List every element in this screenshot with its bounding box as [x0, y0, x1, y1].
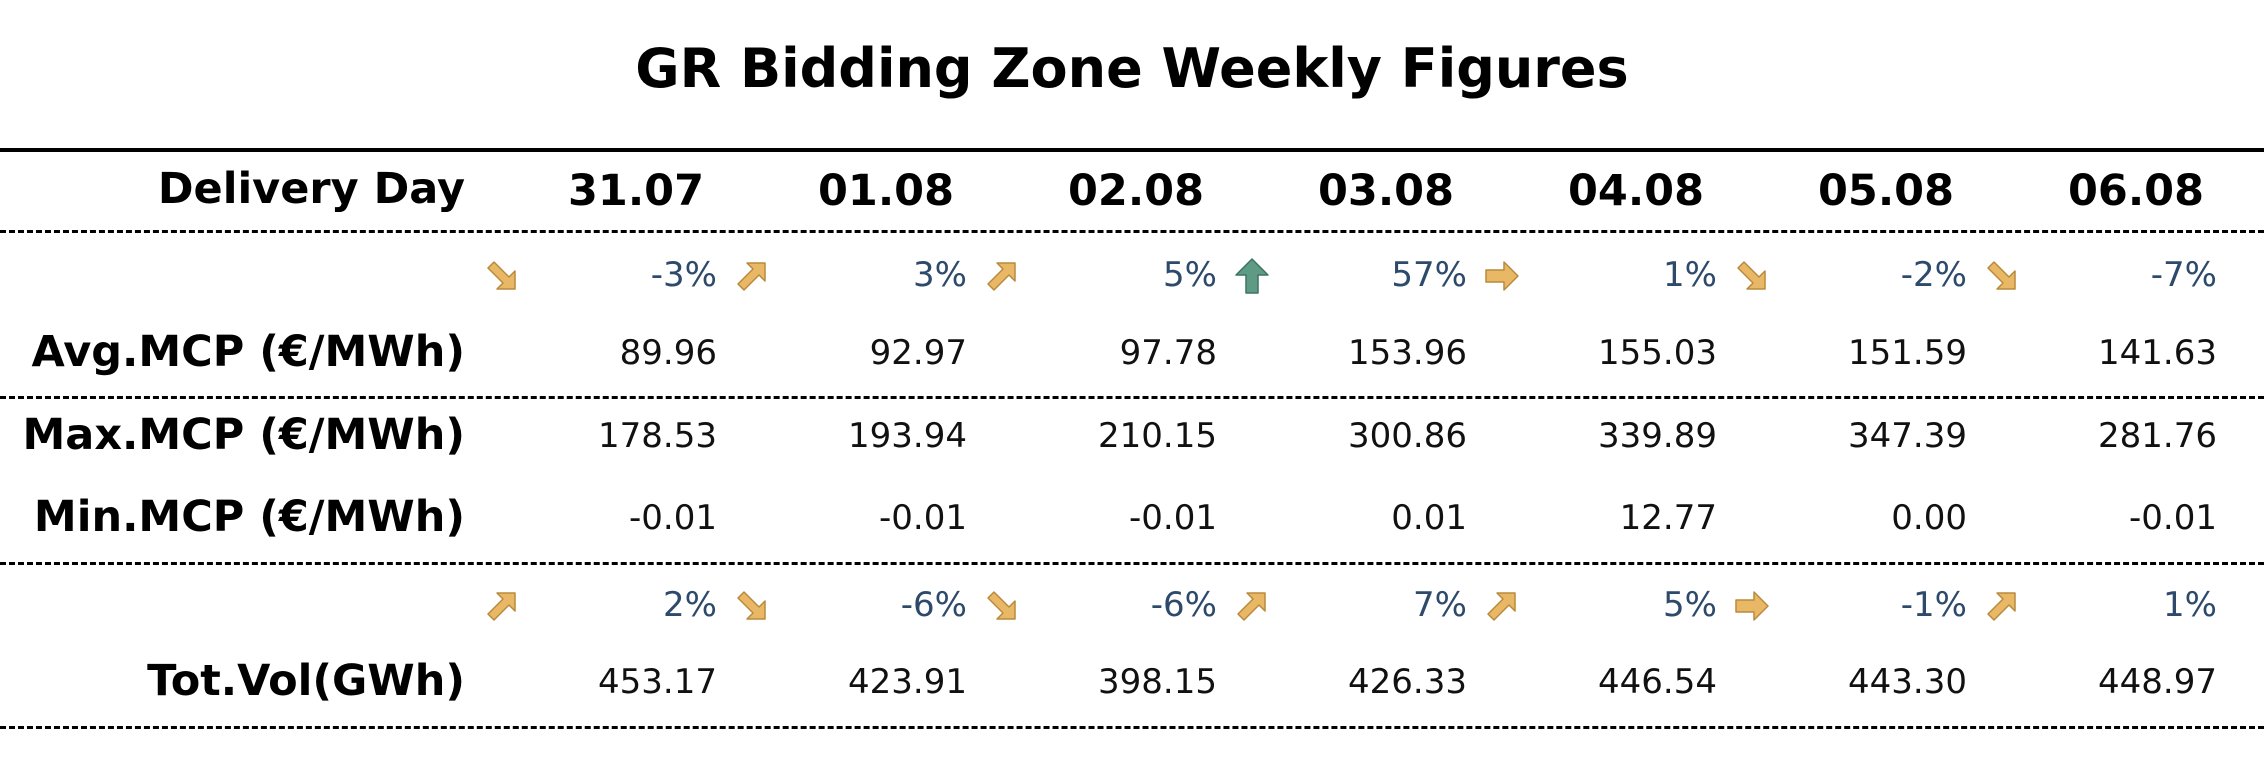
avg-mcp-value: 92.97: [869, 333, 967, 373]
avg-mcp-label: Avg.MCP (€/MWh): [31, 327, 466, 377]
day-header: 01.08: [817, 166, 954, 216]
day-header: 04.08: [1567, 166, 1704, 216]
arrow-down-right-icon: [487, 261, 516, 290]
day-header: 06.08: [2067, 166, 2204, 216]
arrow-down-right-icon: [1737, 261, 1766, 290]
day-header: 02.08: [1067, 166, 1204, 216]
avg-change-row: -3% 3% 5% 57% 1% -2% -7%: [0, 250, 2264, 300]
max-mcp-label: Max.MCP (€/MWh): [22, 410, 465, 460]
max-mcp-value: 178.53: [598, 416, 717, 456]
avg-mcp-value: 97.78: [1119, 333, 1217, 373]
min-mcp-value: -0.01: [1129, 498, 1217, 538]
change-indicator: 2%: [482, 580, 717, 630]
arrow-right-icon: [1735, 591, 1769, 621]
avg-mcp-value: 89.96: [619, 333, 717, 373]
change-percent: 5%: [1163, 255, 1217, 295]
arrow-up-right-icon: [1237, 592, 1266, 621]
tot-vol-value: 398.15: [1098, 662, 1217, 702]
arrow-down-right-icon: [737, 591, 766, 620]
tot-vol-value: 423.91: [848, 662, 967, 702]
page-title: GR Bidding Zone Weekly Figures: [635, 37, 1629, 100]
change-indicator: -6%: [982, 580, 1217, 630]
tot-vol-value: 448.97: [2098, 662, 2217, 702]
avg-mcp-value: 151.59: [1848, 333, 1967, 373]
max-mcp-value: 281.76: [2098, 416, 2217, 456]
tot-vol-row: Tot.Vol(GWh) 453.17 423.91 398.15 426.33…: [0, 654, 2264, 714]
change-percent: 5%: [1663, 585, 1717, 625]
min-mcp-value: -0.01: [629, 498, 717, 538]
max-mcp-value: 210.15: [1098, 416, 1217, 456]
arrow-right-icon: [1485, 261, 1519, 291]
change-percent: 7%: [1413, 585, 1467, 625]
change-indicator: 1%: [1482, 250, 1717, 300]
table-bottom-rule: [0, 726, 2264, 729]
max-mcp-value: 300.86: [1348, 416, 1467, 456]
min-mcp-value: 0.00: [1891, 498, 1967, 538]
arrow-up-right-icon: [1987, 592, 2016, 621]
arrow-down-right-icon: [1987, 261, 2016, 290]
arrow-up-right-icon: [987, 262, 1016, 291]
change-percent: -1%: [1900, 585, 1967, 625]
min-mcp-label: Min.MCP (€/MWh): [33, 492, 465, 542]
change-indicator: 1%: [1982, 580, 2217, 630]
change-percent: 57%: [1391, 255, 1467, 295]
tot-vol-value: 453.17: [598, 662, 717, 702]
tot-vol-value: 446.54: [1598, 662, 1717, 702]
change-percent: -2%: [1900, 255, 1967, 295]
tot-vol-value: 443.30: [1848, 662, 1967, 702]
change-indicator: 5%: [982, 250, 1217, 300]
change-indicator: 7%: [1232, 580, 1467, 630]
header-divider: [0, 230, 2264, 233]
change-percent: 2%: [663, 585, 717, 625]
day-header: 31.07: [567, 166, 704, 216]
day-header: 05.08: [1817, 166, 1954, 216]
avg-mcp-row: Avg.MCP (€/MWh) 89.96 92.97 97.78 153.96…: [0, 325, 2264, 385]
max-mcp-value: 347.39: [1848, 416, 1967, 456]
change-percent: -3%: [650, 255, 717, 295]
change-indicator: 5%: [1482, 580, 1717, 630]
arrow-up-right-icon: [737, 262, 766, 291]
change-indicator: -6%: [732, 580, 967, 630]
change-percent: -6%: [1150, 585, 1217, 625]
change-indicator: -1%: [1732, 580, 1967, 630]
min-mcp-value: -0.01: [2129, 498, 2217, 538]
day-header: 03.08: [1317, 166, 1454, 216]
avg-mcp-value: 153.96: [1348, 333, 1467, 373]
avg-mcp-value: 141.63: [2098, 333, 2217, 373]
avg-mcp-value: 155.03: [1598, 333, 1717, 373]
arrow-up-icon: [1235, 258, 1269, 294]
arrow-up-right-icon: [1487, 592, 1516, 621]
change-indicator: -7%: [1982, 250, 2217, 300]
arrow-up-right-icon: [487, 592, 516, 621]
change-percent: -6%: [900, 585, 967, 625]
change-percent: 1%: [2163, 585, 2217, 625]
change-indicator: -2%: [1732, 250, 1967, 300]
change-indicator: -3%: [482, 250, 717, 300]
arrow-down-right-icon: [987, 591, 1016, 620]
mcp-section-divider: [0, 562, 2264, 565]
min-mcp-value: 12.77: [1619, 498, 1717, 538]
max-mcp-value: 193.94: [848, 416, 967, 456]
max-mcp-value: 339.89: [1598, 416, 1717, 456]
table-top-rule: [0, 148, 2264, 152]
header-row: Delivery Day 31.07 01.08 02.08 03.08 04.…: [0, 160, 2264, 224]
tot-vol-value: 426.33: [1348, 662, 1467, 702]
min-mcp-value: 0.01: [1391, 498, 1467, 538]
change-percent: -7%: [2150, 255, 2217, 295]
avg-section-divider: [0, 396, 2264, 399]
vol-change-row: 2% -6% -6% 7% 5% -1% 1%: [0, 580, 2264, 630]
max-mcp-row: Max.MCP (€/MWh) 178.53 193.94 210.15 300…: [0, 408, 2264, 468]
change-indicator: 3%: [732, 250, 967, 300]
change-percent: 3%: [913, 255, 967, 295]
change-indicator: 57%: [1232, 250, 1467, 300]
min-mcp-value: -0.01: [879, 498, 967, 538]
tot-vol-label: Tot.Vol(GWh): [147, 656, 465, 706]
min-mcp-row: Min.MCP (€/MWh) -0.01 -0.01 -0.01 0.01 1…: [0, 490, 2264, 550]
change-percent: 1%: [1663, 255, 1717, 295]
delivery-day-label: Delivery Day: [157, 164, 465, 214]
